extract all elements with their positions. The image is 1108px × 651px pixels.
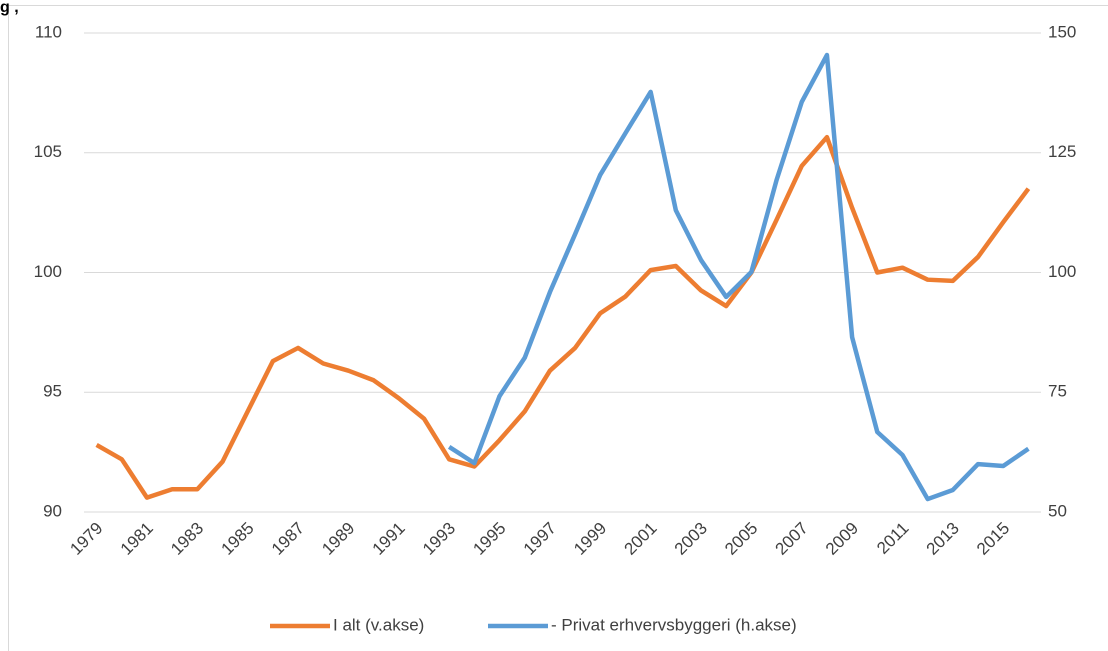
- y-tick-label: 90: [43, 501, 62, 520]
- x-tick-label: 1985: [218, 519, 258, 559]
- x-tick-label: 1993: [419, 519, 459, 559]
- x-tick-label: 1987: [268, 519, 308, 559]
- y2-tick-label: 125: [1048, 142, 1076, 161]
- series-line: [447, 52, 1030, 502]
- y-tick-label: 105: [34, 142, 62, 161]
- x-tick-label: 1991: [369, 519, 409, 559]
- y2-tick-label: 50: [1048, 501, 1067, 520]
- x-tick-label: 1983: [167, 519, 207, 559]
- x-tick-label: 2001: [620, 519, 660, 559]
- x-tick-label: 2015: [973, 519, 1013, 559]
- y-tick-label: 110: [35, 22, 62, 41]
- x-tick-label: 1979: [66, 519, 106, 559]
- x-tick-label: 2005: [721, 519, 761, 559]
- x-tick-label: 2013: [923, 519, 963, 559]
- x-tick-label: 1981: [117, 519, 157, 559]
- x-tick-label: 2007: [772, 519, 812, 559]
- legend-label: I alt (v.akse): [333, 615, 424, 634]
- x-tick-label: 1999: [570, 519, 610, 559]
- x-tick-label: 1989: [318, 519, 358, 559]
- y2-tick-label: 75: [1048, 382, 1067, 401]
- x-tick-label: 2011: [873, 519, 912, 558]
- y-tick-label: 95: [43, 382, 62, 401]
- x-tick-label: 1995: [469, 519, 509, 559]
- series-line: [95, 134, 1031, 500]
- x-tick-label: 2009: [822, 519, 862, 559]
- y-tick-label: 100: [34, 262, 62, 281]
- x-tick-label: 2003: [671, 519, 711, 559]
- chart-title: g ,: [0, 0, 19, 16]
- chart-frame: [8, 5, 1108, 651]
- x-tick-label: 1997: [520, 519, 560, 559]
- y2-tick-label: 100: [1048, 262, 1076, 281]
- legend-label: - Privat erhvervsbyggeri (h.akse): [551, 615, 797, 634]
- y2-tick-label: 150: [1048, 22, 1076, 41]
